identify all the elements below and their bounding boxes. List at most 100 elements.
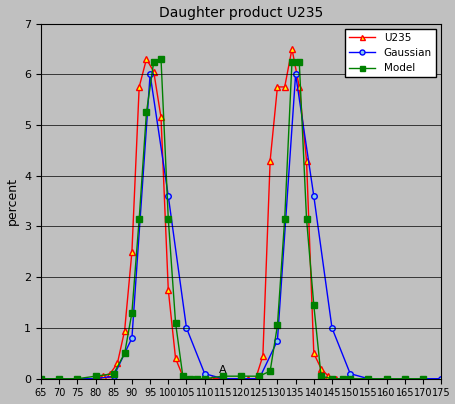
U235 bbox=[151, 69, 156, 74]
Model bbox=[347, 376, 352, 381]
U235 bbox=[310, 351, 316, 356]
Model bbox=[303, 217, 308, 221]
Gaussian bbox=[274, 338, 279, 343]
Gaussian bbox=[437, 376, 443, 381]
Gaussian bbox=[329, 326, 334, 330]
Model bbox=[151, 59, 156, 64]
U235 bbox=[347, 376, 352, 381]
U235 bbox=[194, 376, 200, 381]
U235 bbox=[143, 57, 149, 61]
Gaussian bbox=[401, 376, 407, 381]
Model bbox=[121, 351, 127, 356]
Model bbox=[56, 376, 62, 381]
Gaussian bbox=[92, 376, 98, 381]
Gaussian bbox=[129, 336, 134, 341]
U235 bbox=[339, 376, 345, 381]
Model bbox=[267, 369, 272, 374]
Gaussian bbox=[165, 194, 171, 198]
Model bbox=[143, 110, 149, 115]
U235 bbox=[332, 376, 338, 381]
Model bbox=[281, 217, 287, 221]
Model bbox=[180, 374, 185, 379]
U235 bbox=[281, 84, 287, 89]
U235 bbox=[92, 376, 98, 381]
U235 bbox=[187, 376, 192, 381]
U235 bbox=[56, 376, 62, 381]
Model bbox=[202, 376, 207, 381]
Model bbox=[339, 376, 345, 381]
U235 bbox=[238, 376, 243, 381]
Gaussian bbox=[147, 72, 152, 77]
Model bbox=[92, 374, 98, 379]
Gaussian bbox=[292, 72, 298, 77]
U235 bbox=[165, 288, 171, 292]
Model bbox=[75, 376, 80, 381]
Model bbox=[129, 310, 134, 315]
U235 bbox=[420, 376, 425, 381]
Model bbox=[194, 376, 200, 381]
Model bbox=[318, 374, 323, 379]
U235 bbox=[172, 356, 178, 361]
U235 bbox=[220, 376, 225, 381]
U235 bbox=[245, 376, 251, 381]
Model bbox=[383, 376, 389, 381]
Gaussian bbox=[420, 376, 425, 381]
U235 bbox=[274, 84, 279, 89]
Gaussian bbox=[220, 376, 225, 381]
U235 bbox=[253, 376, 258, 381]
Model bbox=[365, 376, 370, 381]
Model bbox=[420, 376, 425, 381]
Model bbox=[296, 59, 301, 64]
Model bbox=[111, 371, 116, 376]
Model bbox=[329, 376, 334, 381]
Model bbox=[38, 376, 44, 381]
Gaussian bbox=[56, 376, 62, 381]
Model bbox=[187, 376, 192, 381]
U235 bbox=[107, 371, 112, 376]
Model bbox=[172, 320, 178, 325]
Gaussian bbox=[383, 376, 389, 381]
U235 bbox=[303, 158, 308, 163]
Model bbox=[288, 59, 294, 64]
U235 bbox=[318, 366, 323, 371]
Gaussian bbox=[75, 376, 80, 381]
Model bbox=[401, 376, 407, 381]
Gaussian bbox=[111, 374, 116, 379]
U235 bbox=[365, 376, 370, 381]
U235 bbox=[288, 46, 294, 51]
U235 bbox=[121, 328, 127, 333]
U235 bbox=[325, 374, 330, 379]
U235 bbox=[296, 84, 301, 89]
U235 bbox=[401, 376, 407, 381]
Gaussian bbox=[365, 376, 370, 381]
Model bbox=[238, 374, 243, 379]
Y-axis label: percent: percent bbox=[5, 177, 19, 225]
U235 bbox=[75, 376, 80, 381]
Gaussian bbox=[256, 376, 261, 381]
Gaussian bbox=[183, 326, 189, 330]
U235 bbox=[158, 115, 163, 120]
U235 bbox=[202, 376, 207, 381]
Gaussian bbox=[202, 371, 207, 376]
Model bbox=[310, 303, 316, 307]
U235 bbox=[267, 158, 272, 163]
U235 bbox=[114, 361, 120, 366]
Gaussian bbox=[347, 371, 352, 376]
Model bbox=[220, 374, 225, 379]
Model bbox=[274, 323, 279, 328]
Text: A: A bbox=[219, 365, 226, 375]
Model bbox=[256, 374, 261, 379]
U235 bbox=[259, 354, 265, 358]
Line: Gaussian: Gaussian bbox=[38, 72, 443, 381]
U235 bbox=[100, 374, 105, 379]
Line: Model: Model bbox=[38, 56, 425, 381]
Model bbox=[158, 57, 163, 61]
Line: U235: U235 bbox=[38, 46, 425, 381]
U235 bbox=[136, 84, 142, 89]
U235 bbox=[383, 376, 389, 381]
Gaussian bbox=[238, 376, 243, 381]
Legend: U235, Gaussian, Model: U235, Gaussian, Model bbox=[344, 29, 435, 78]
U235 bbox=[38, 376, 44, 381]
U235 bbox=[209, 376, 214, 381]
Model bbox=[165, 217, 171, 221]
